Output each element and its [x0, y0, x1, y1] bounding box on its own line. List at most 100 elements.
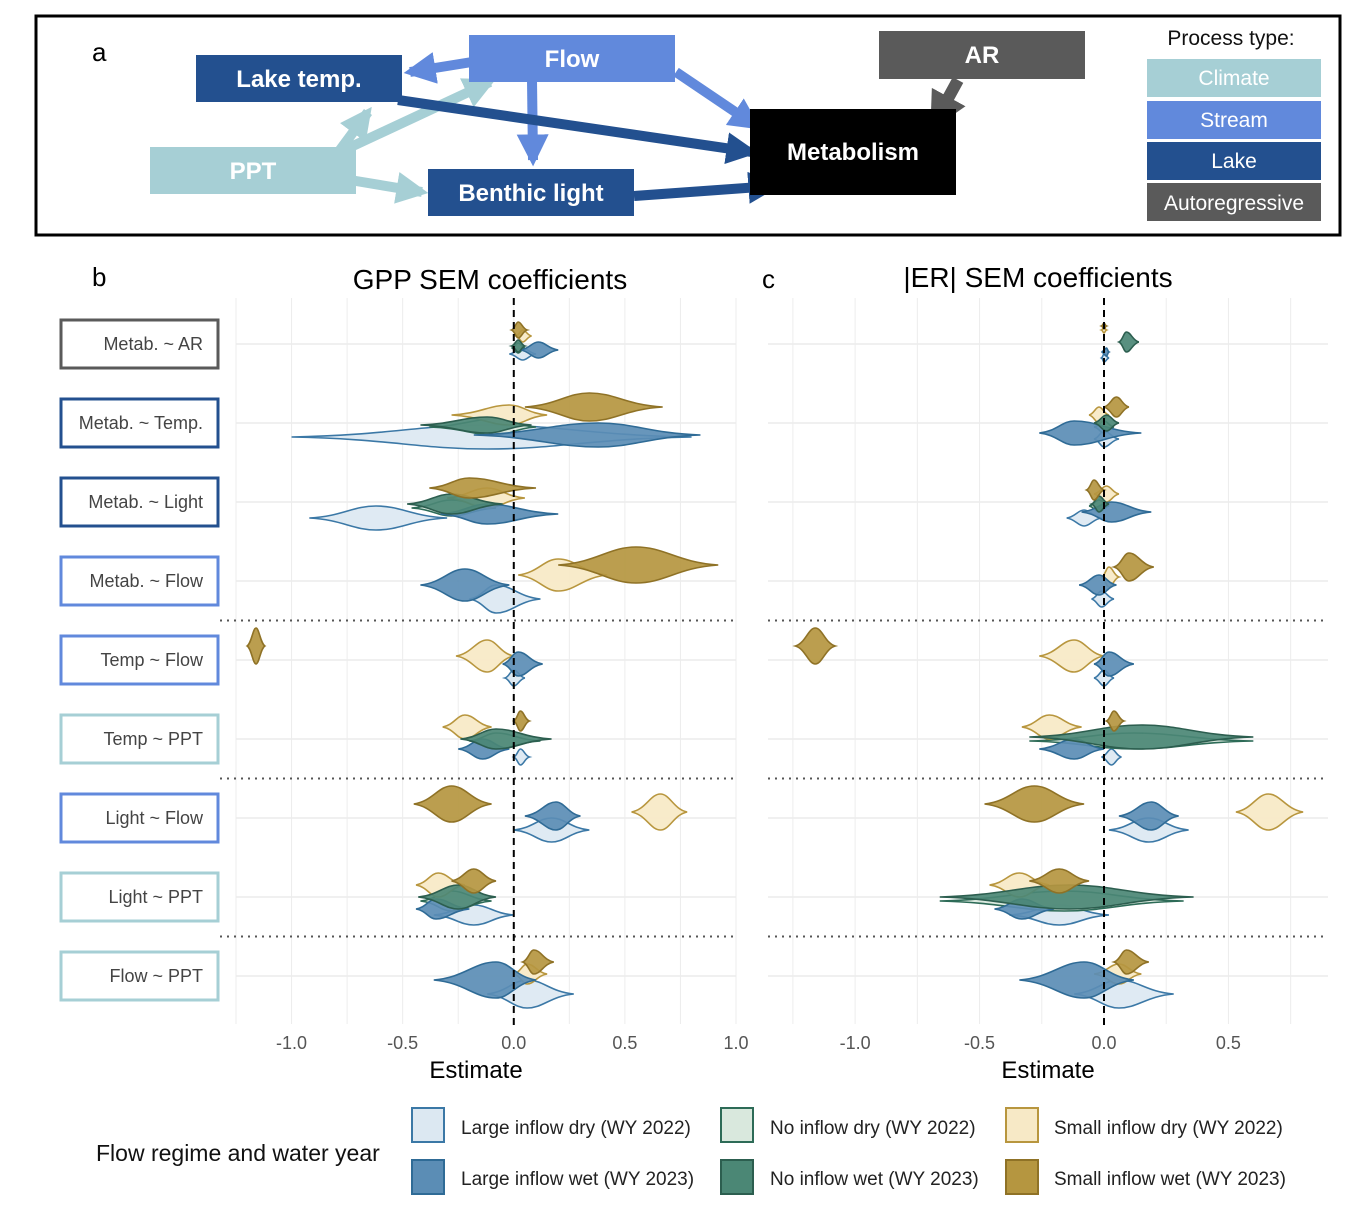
arrow-flow-to-metabolism: [673, 67, 762, 131]
panel-b-label: b: [92, 262, 106, 292]
gpp-violin: [511, 748, 533, 766]
process-legend-stream: [1147, 101, 1321, 139]
er-violin: [1101, 347, 1111, 357]
er-violin: [1019, 961, 1134, 999]
row-label: Temp ~ Flow: [100, 650, 204, 670]
row-label: Metab. ~ Temp.: [79, 413, 203, 433]
row-label-box: [59, 397, 220, 449]
row-label: Flow ~ PPT: [109, 966, 203, 986]
gpp-violin: [509, 321, 531, 339]
process-legend-climate: [1147, 59, 1321, 97]
row-label: Metab. ~ Flow: [89, 571, 204, 591]
er-violin: [1104, 710, 1127, 732]
er-violin: [984, 785, 1085, 823]
row-label: Light ~ PPT: [108, 887, 203, 907]
gpp-x-tick-label: 0.0: [501, 1033, 526, 1053]
gpp-x-axis-label: Estimate: [429, 1057, 522, 1084]
gpp-violin: [473, 422, 701, 448]
process-legend-title: Process type:: [1167, 27, 1294, 50]
gpp-violin: [508, 339, 528, 353]
row-label-box: [59, 318, 220, 370]
flow-regime-legend-title: Flow regime and water year: [96, 1140, 380, 1166]
gpp-violin: [524, 392, 663, 422]
node-lake-temp-label: Lake temp.: [236, 66, 361, 93]
gpp-violin: [420, 416, 532, 434]
legend-swatch-no-dry: [720, 1107, 754, 1143]
row-label: Light ~ Flow: [105, 808, 204, 828]
node-ppt-label: PPT: [230, 158, 277, 185]
gpp-violin: [429, 477, 537, 499]
process-legend-lake-label: Lake: [1211, 150, 1257, 173]
row-label-box: [59, 634, 220, 686]
row-label: Temp ~ PPT: [103, 729, 203, 749]
node-lake-temp: [196, 55, 402, 102]
row-label-box: [59, 555, 220, 607]
er-violin: [1235, 793, 1304, 831]
row-label: Metab. ~ AR: [103, 334, 203, 354]
arrow-laketemp-to-metabolism: [397, 95, 759, 165]
er-chart-title: |ER| SEM coefficients: [903, 262, 1172, 293]
row-label-box: [59, 871, 220, 923]
node-flow-label: Flow: [545, 46, 600, 73]
panel-c-label: c: [762, 264, 775, 294]
gpp-violin: [433, 961, 537, 999]
diagram-frame: [34, 14, 1342, 237]
process-legend-climate-label: Climate: [1198, 67, 1269, 90]
process-legend-lake: [1147, 142, 1321, 180]
row-labels: Metab. ~ AR Metab. ~ Temp. Metab. ~ Light M…: [59, 318, 220, 1002]
er-violin: [1039, 420, 1142, 446]
er-x-tick-label: -1.0: [840, 1033, 871, 1053]
er-x-tick-label: 0.5: [1216, 1033, 1241, 1053]
er-violin: [939, 884, 1194, 910]
node-ppt: [150, 147, 356, 194]
node-metabolism: [750, 109, 956, 195]
legend-label-small-wet: Small inflow wet (WY 2023): [1054, 1169, 1286, 1190]
legend-label-no-dry: No inflow dry (WY 2022): [770, 1118, 976, 1139]
er-violin: [1029, 868, 1090, 894]
gpp-x-tick-label: 0.5: [612, 1033, 637, 1053]
gpp-violin: [511, 710, 532, 732]
gpp-violin: [245, 627, 267, 665]
arrow-ppt-to-laketemp: [335, 106, 373, 153]
legend-label-small-dry: Small inflow dry (WY 2022): [1054, 1118, 1283, 1139]
gpp-violin: [418, 884, 497, 910]
gpp-violin: [524, 801, 581, 831]
er-x-tick-label: 0.0: [1091, 1033, 1116, 1053]
legend-label-no-wet: No inflow wet (WY 2023): [770, 1169, 979, 1190]
node-metabolism-label: Metabolism: [787, 139, 919, 166]
gpp-violin: [442, 714, 492, 740]
er-violin: [1101, 748, 1122, 766]
gpp-violin: [631, 793, 688, 831]
er-x-axis-label: Estimate: [1001, 1057, 1094, 1084]
gpp-violin: [415, 898, 470, 920]
gpp-violin: [309, 505, 448, 531]
gpp-violin-chart: -1.0 -0.5 0.0 0.5 1.0: [220, 298, 749, 1053]
legend-swatch-large-dry: [411, 1107, 445, 1143]
legend-label-large-wet: Large inflow wet (WY 2023): [461, 1169, 694, 1190]
gpp-violin: [558, 546, 719, 584]
panel-a: a Lake temp. Flow PPT Benthic light Meta…: [34, 14, 1342, 237]
er-violin-chart: -1.0 -0.5 0.0 0.5: [768, 298, 1328, 1053]
legend-swatch-small-dry: [1005, 1107, 1039, 1143]
er-violin: [1078, 574, 1117, 596]
gpp-violin: [413, 785, 492, 823]
row-label-box: [59, 950, 220, 1002]
er-violin: [1111, 949, 1149, 975]
row-label-box: [59, 792, 220, 844]
row-label: Metab. ~ Light: [88, 492, 203, 512]
process-legend-autoregressive: [1147, 183, 1321, 221]
gpp-violin: [460, 728, 552, 750]
gpp-violin: [520, 949, 554, 975]
er-x-tick-label: -0.5: [964, 1033, 995, 1053]
node-ar: [879, 31, 1085, 79]
row-label-box: [59, 713, 220, 765]
er-violin: [1093, 414, 1120, 432]
node-flow: [469, 35, 675, 82]
legend-swatch-no-wet: [720, 1159, 754, 1195]
node-ar-label: AR: [965, 42, 1000, 69]
er-violin: [1116, 331, 1140, 353]
process-legend-autoregressive-label: Autoregressive: [1164, 192, 1304, 215]
process-legend-stream-label: Stream: [1200, 109, 1268, 132]
arrow-ppt-to-flow: [337, 77, 496, 157]
gpp-violin: [407, 493, 503, 515]
